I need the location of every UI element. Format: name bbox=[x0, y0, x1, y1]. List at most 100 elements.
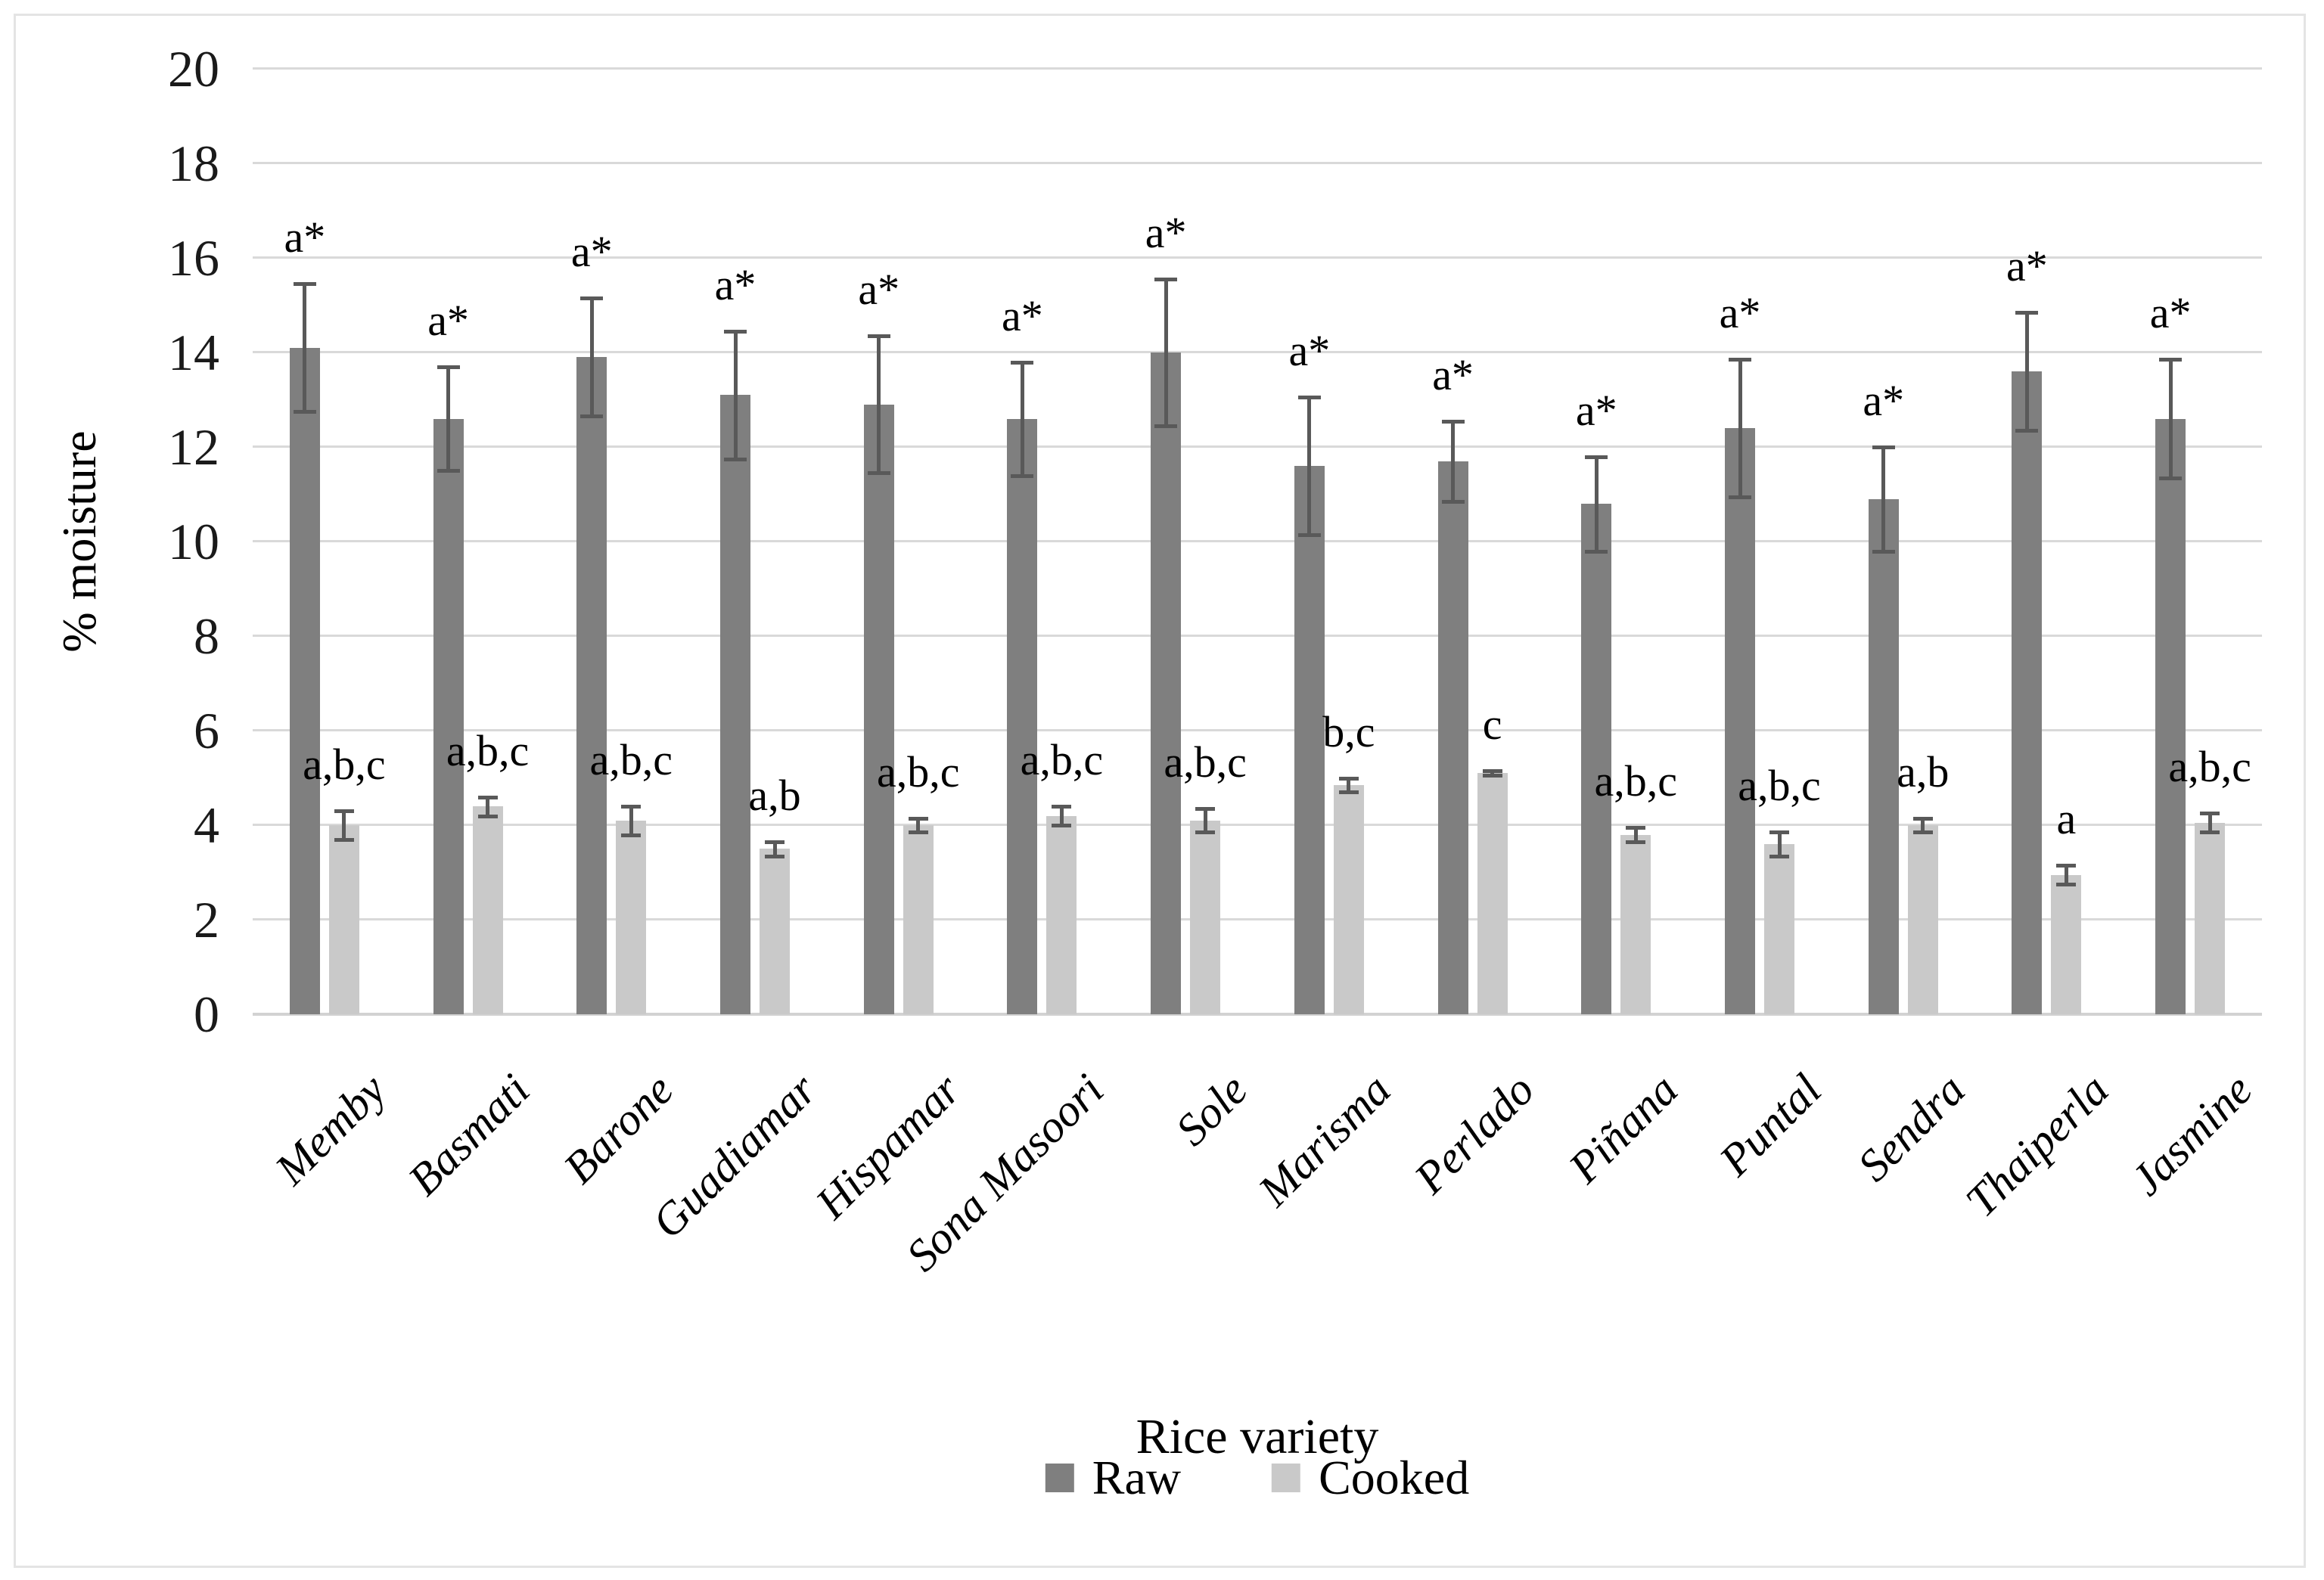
error-bar-raw-perlado bbox=[1451, 421, 1456, 501]
bar-cooked-jasmine bbox=[2195, 822, 2226, 1014]
cooked-series-swatch bbox=[1272, 1464, 1301, 1492]
significance-label-raw-sona-masoori: a* bbox=[1002, 290, 1043, 340]
error-cap-bottom bbox=[1195, 830, 1216, 835]
error-bar-raw-hispamar bbox=[877, 336, 881, 473]
error-cap-bottom bbox=[477, 814, 498, 818]
significance-label-cooked-sona-masoori: a,b,c bbox=[1020, 735, 1104, 784]
error-bar-cooked-thaiperla bbox=[2064, 865, 2068, 885]
error-cap-top bbox=[1195, 807, 1216, 812]
legend: Raw Cooked bbox=[1045, 1454, 1469, 1502]
error-bar-raw-puntal bbox=[1738, 359, 1742, 497]
error-cap-top bbox=[334, 809, 354, 814]
error-cap-bottom bbox=[334, 837, 354, 842]
bar-raw-memby bbox=[289, 347, 320, 1014]
error-cap-top bbox=[1912, 816, 1933, 821]
bar-cooked-barone bbox=[616, 820, 647, 1014]
error-cap-top bbox=[1626, 826, 1646, 830]
significance-label-cooked-memby: a,b,c bbox=[303, 740, 386, 790]
error-cap-bottom bbox=[2200, 830, 2220, 835]
bar-cooked-basmati bbox=[472, 806, 503, 1014]
error-cap-bottom bbox=[1626, 840, 1646, 844]
y-tick-label-2: 2 bbox=[194, 891, 219, 948]
bar-raw-pi-ana bbox=[1581, 504, 1612, 1014]
error-cap-bottom bbox=[2015, 429, 2039, 433]
error-cap-bottom bbox=[1338, 790, 1359, 795]
significance-label-raw-thaiperla: a* bbox=[2006, 241, 2048, 290]
y-tick-label-10: 10 bbox=[168, 513, 219, 570]
error-cap-top bbox=[1729, 358, 1751, 362]
x-category-label-puntal: Puntal bbox=[1710, 1064, 1831, 1186]
bar-raw-guadiamar bbox=[720, 395, 750, 1014]
x-category-label-memby: Memby bbox=[266, 1064, 396, 1194]
error-bar-cooked-sole bbox=[1203, 809, 1207, 833]
gridline-20 bbox=[253, 67, 2262, 70]
y-tick-label-14: 14 bbox=[168, 324, 219, 381]
x-category-label-perlado: Perlado bbox=[1405, 1064, 1544, 1203]
bar-raw-barone bbox=[576, 357, 607, 1014]
error-cap-bottom bbox=[580, 414, 604, 419]
bar-cooked-sona-masoori bbox=[1046, 815, 1077, 1014]
error-cap-top bbox=[867, 334, 890, 339]
error-bar-raw-guadiamar bbox=[733, 331, 738, 459]
error-cap-top bbox=[908, 816, 928, 821]
significance-label-raw-barone: a* bbox=[570, 227, 613, 277]
error-cap-top bbox=[2015, 310, 2039, 315]
error-cap-bottom bbox=[1872, 549, 1895, 554]
significance-label-cooked-perlado: c bbox=[1482, 700, 1502, 750]
bar-cooked-sole bbox=[1190, 820, 1221, 1014]
error-cap-top bbox=[621, 805, 642, 809]
y-tick-label-16: 16 bbox=[168, 229, 219, 287]
x-category-label-basmati: Basmati bbox=[398, 1064, 539, 1206]
error-cap-bottom bbox=[1769, 854, 1789, 858]
error-cap-bottom bbox=[765, 854, 785, 858]
bar-cooked-thaiperla bbox=[2051, 874, 2082, 1014]
raw-series-swatch bbox=[1045, 1464, 1074, 1492]
significance-label-cooked-basmati: a,b,c bbox=[446, 725, 530, 775]
error-cap-bottom bbox=[1482, 774, 1502, 778]
bar-cooked-puntal bbox=[1764, 844, 1794, 1014]
y-tick-label-4: 4 bbox=[194, 796, 219, 854]
bar-cooked-marisma bbox=[1333, 784, 1364, 1014]
x-category-label-marisma: Marisma bbox=[1248, 1064, 1400, 1216]
significance-label-raw-puntal: a* bbox=[1719, 288, 1761, 338]
gridline-8 bbox=[253, 635, 2262, 637]
x-category-label-pi-ana: Piñana bbox=[1559, 1064, 1688, 1193]
error-cap-top bbox=[1154, 278, 1178, 282]
error-bar-cooked-jasmine bbox=[2207, 813, 2212, 833]
error-bar-cooked-hispamar bbox=[916, 818, 921, 833]
error-cap-bottom bbox=[1441, 499, 1465, 504]
error-bar-cooked-barone bbox=[629, 806, 633, 835]
y-tick-label-8: 8 bbox=[194, 607, 219, 665]
error-cap-top bbox=[2159, 358, 2183, 362]
error-cap-bottom bbox=[908, 830, 928, 835]
significance-label-raw-memby: a* bbox=[284, 213, 326, 262]
error-cap-bottom bbox=[293, 410, 316, 414]
significance-label-raw-pi-ana: a* bbox=[1575, 385, 1617, 435]
significance-label-cooked-hispamar: a,b,c bbox=[876, 747, 960, 796]
legend-label-cooked: Cooked bbox=[1319, 1451, 1470, 1504]
error-cap-top bbox=[1297, 396, 1321, 400]
significance-label-raw-sendra: a* bbox=[1863, 376, 1905, 425]
error-cap-top bbox=[1585, 455, 1608, 459]
error-cap-bottom bbox=[1912, 830, 1933, 835]
bar-raw-thaiperla bbox=[2012, 371, 2043, 1014]
error-bar-cooked-guadiamar bbox=[772, 841, 777, 856]
error-cap-bottom bbox=[2056, 883, 2077, 887]
gridline-18 bbox=[253, 162, 2262, 164]
bar-raw-puntal bbox=[1725, 428, 1755, 1014]
significance-label-raw-hispamar: a* bbox=[858, 265, 900, 315]
significance-label-cooked-puntal: a,b,c bbox=[1738, 761, 1821, 811]
error-bar-raw-sendra bbox=[1881, 447, 1886, 551]
error-cap-bottom bbox=[1585, 549, 1608, 554]
error-bar-raw-sona-masoori bbox=[1020, 362, 1024, 476]
significance-label-raw-basmati: a* bbox=[427, 295, 469, 345]
gridline-2 bbox=[253, 918, 2262, 920]
error-cap-top bbox=[477, 795, 498, 799]
error-cap-bottom bbox=[1154, 424, 1178, 428]
bar-cooked-perlado bbox=[1477, 773, 1508, 1014]
significance-label-cooked-pi-ana: a,b,c bbox=[1594, 756, 1678, 806]
significance-label-raw-jasmine: a* bbox=[2149, 288, 2192, 338]
gridline-12 bbox=[253, 445, 2262, 448]
y-tick-label-0: 0 bbox=[194, 986, 219, 1043]
